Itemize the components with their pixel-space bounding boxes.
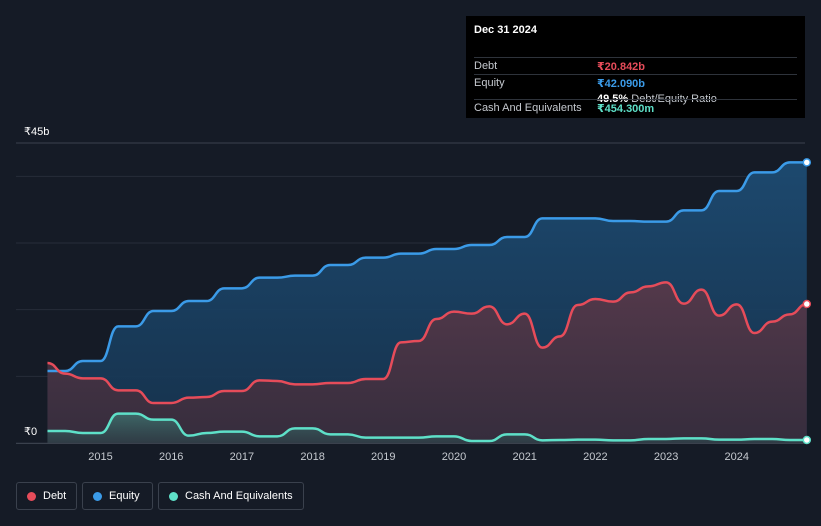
legend-equity[interactable]: Equity (82, 482, 153, 510)
data-tooltip: Dec 31 2024 Debt ₹20.842b Equity ₹42.090… (466, 16, 805, 118)
debt-area (47, 282, 807, 443)
tooltip-cash-value: ₹454.300m (597, 103, 655, 115)
y-axis-bottom-label: ₹0 (24, 426, 38, 438)
equity-line (47, 161, 807, 373)
x-tick-label: 2018 (300, 451, 324, 463)
cash-area (47, 413, 807, 443)
x-tick-label: 2017 (230, 451, 254, 463)
legend-cash-label: Cash And Equivalents (185, 490, 293, 502)
area-fills (47, 162, 807, 443)
debt-legend-dot-icon (27, 492, 36, 501)
tooltip-debt-label: Debt (474, 60, 498, 72)
tooltip-equity-label: Equity (474, 77, 505, 89)
x-tick-label: 2023 (654, 451, 678, 463)
x-tick-label: 2024 (725, 451, 749, 463)
x-tick-label: 2021 (512, 451, 536, 463)
x-tick-label: 2020 (442, 451, 466, 463)
legend-cash[interactable]: Cash And Equivalents (158, 482, 304, 510)
equity-end-point (802, 158, 812, 167)
tooltip-cash-label: Cash And Equivalents (474, 102, 582, 114)
tooltip-row-equity: Equity ₹42.090b (474, 74, 797, 92)
x-axis-ticks: 2015 2016 2017 2018 2019 2020 2021 2022 2023 2024 (88, 451, 749, 463)
x-tick-label: 2016 (159, 451, 183, 463)
x-tick-label: 2022 (583, 451, 607, 463)
y-axis-top-label: ₹45b (24, 126, 50, 138)
tooltip-row-cash: Cash And Equivalents ₹454.300m (474, 99, 797, 117)
cash-line (47, 412, 807, 443)
legend-equity-label: Equity (109, 490, 140, 502)
cash-end-point (802, 435, 812, 445)
debt-end-point (802, 299, 812, 309)
series-lines (47, 158, 812, 445)
tooltip-equity-value: ₹42.090b (597, 78, 646, 90)
equity-legend-dot-icon (93, 492, 102, 501)
legend-debt-label: Debt (43, 490, 67, 502)
tooltip-debt-value: ₹20.842b (597, 61, 646, 73)
cash-legend-dot-icon (169, 492, 178, 501)
tooltip-row-debt: Debt ₹20.842b (474, 57, 797, 75)
x-tick-label: 2015 (88, 451, 112, 463)
x-tick-label: 2019 (371, 451, 395, 463)
tooltip-date: Dec 31 2024 (474, 24, 537, 36)
legend-debt[interactable]: Debt (16, 482, 77, 510)
debt-line (47, 281, 807, 405)
